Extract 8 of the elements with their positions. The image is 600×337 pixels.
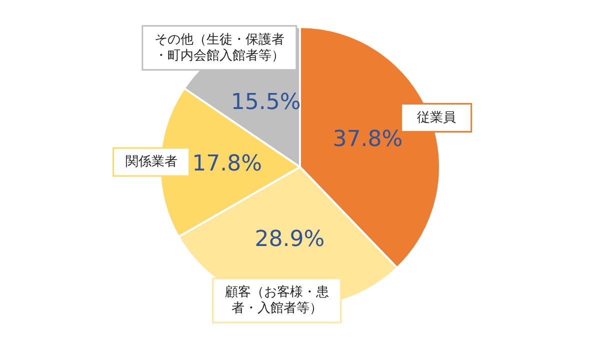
slice-label: 関係業者 — [125, 154, 178, 170]
data-label: 28.9% — [254, 226, 325, 252]
data-label: 17.8% — [192, 152, 262, 177]
data-label: 15.5% — [230, 90, 301, 115]
slice-label: 顧客（お客様・患者・入館者等） — [224, 284, 329, 316]
data-label: 37.8% — [332, 127, 403, 152]
slice-label: その他（生徒・保護者・町内会館入館者等） — [154, 32, 284, 64]
slice-label: 従業員 — [416, 110, 456, 126]
